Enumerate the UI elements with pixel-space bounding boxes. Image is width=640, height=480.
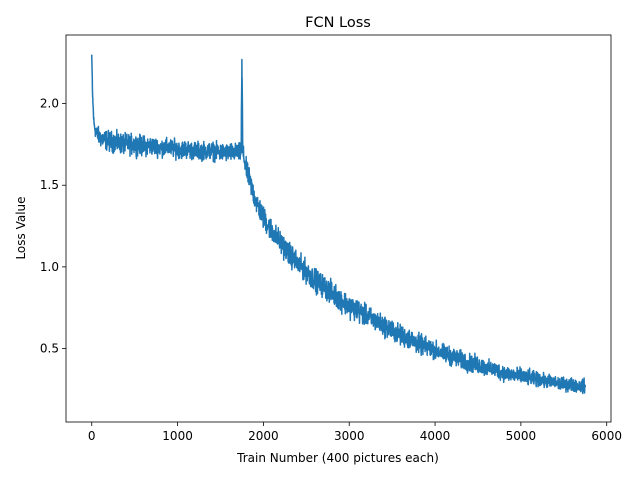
y-axis-label: Loss Value [14,196,28,259]
x-tick-label: 0 [88,429,96,443]
loss-series-line [90,54,587,395]
y-tick-label: 1.0 [40,260,59,274]
plot-frame [65,34,612,423]
x-tick-label: 5000 [506,429,537,443]
y-tick-label: 0.5 [40,342,59,356]
x-tick-label: 6000 [591,429,622,443]
y-tick-label: 2.0 [40,97,59,111]
x-tick-label: 3000 [334,429,365,443]
x-tick-label: 4000 [420,429,451,443]
chart-title: FCN Loss [305,15,371,31]
x-axis-label: Train Number (400 pictures each) [236,451,439,465]
y-axis: 0.5 1.0 1.5 2.0 [40,97,66,356]
x-tick-label: 2000 [248,429,279,443]
plot-area [90,54,587,395]
y-tick-label: 1.5 [40,178,59,192]
x-tick-label: 1000 [162,429,193,443]
x-axis: 0 1000 2000 3000 4000 5000 6000 [88,422,622,443]
